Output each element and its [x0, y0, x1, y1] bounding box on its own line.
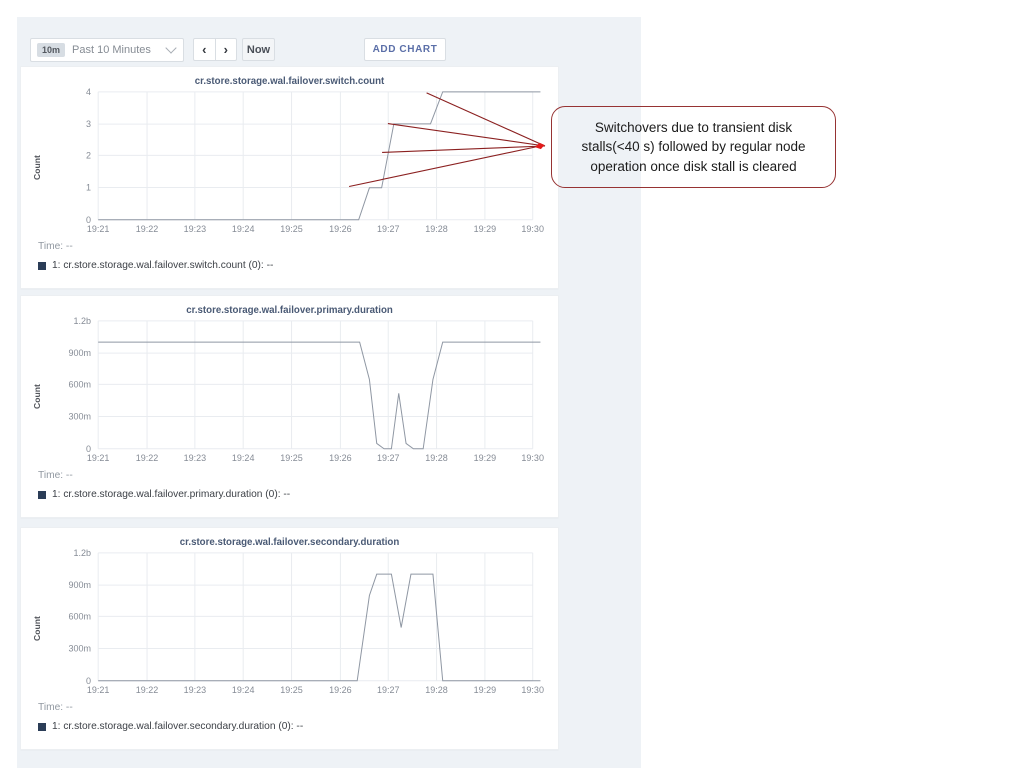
svg-text:1: 1 [86, 183, 91, 193]
svg-text:19:25: 19:25 [280, 224, 303, 234]
svg-text:19:21: 19:21 [87, 685, 110, 695]
svg-text:19:24: 19:24 [232, 453, 255, 463]
svg-text:1.2b: 1.2b [73, 548, 91, 558]
svg-text:19:23: 19:23 [184, 685, 207, 695]
svg-text:19:26: 19:26 [329, 453, 352, 463]
svg-text:600m: 600m [68, 379, 91, 389]
svg-text:900m: 900m [68, 580, 91, 590]
svg-text:19:27: 19:27 [377, 224, 400, 234]
svg-text:19:29: 19:29 [474, 453, 497, 463]
svg-text:4: 4 [86, 87, 91, 97]
svg-text:2: 2 [86, 150, 91, 160]
svg-text:19:29: 19:29 [474, 685, 497, 695]
svg-text:19:21: 19:21 [87, 453, 110, 463]
svg-text:600m: 600m [68, 611, 91, 621]
svg-text:19:22: 19:22 [136, 453, 159, 463]
svg-text:19:30: 19:30 [521, 453, 544, 463]
svg-text:1.2b: 1.2b [73, 316, 91, 326]
svg-text:19:21: 19:21 [87, 224, 110, 234]
svg-text:19:29: 19:29 [474, 224, 497, 234]
svg-text:900m: 900m [68, 348, 91, 358]
svg-text:19:30: 19:30 [521, 224, 544, 234]
svg-text:19:25: 19:25 [280, 453, 303, 463]
svg-text:19:30: 19:30 [521, 685, 544, 695]
svg-text:19:27: 19:27 [377, 685, 400, 695]
svg-text:19:23: 19:23 [184, 453, 207, 463]
svg-text:0: 0 [86, 215, 91, 225]
svg-text:19:22: 19:22 [136, 685, 159, 695]
svg-text:300m: 300m [68, 412, 91, 422]
svg-text:3: 3 [86, 119, 91, 129]
svg-text:19:28: 19:28 [425, 453, 448, 463]
svg-text:19:26: 19:26 [329, 224, 352, 234]
svg-text:19:26: 19:26 [329, 685, 352, 695]
svg-text:19:23: 19:23 [184, 224, 207, 234]
svg-text:19:28: 19:28 [425, 685, 448, 695]
svg-text:19:24: 19:24 [232, 685, 255, 695]
svg-text:19:24: 19:24 [232, 224, 255, 234]
svg-text:300m: 300m [68, 644, 91, 654]
svg-text:19:25: 19:25 [280, 685, 303, 695]
svg-text:19:22: 19:22 [136, 224, 159, 234]
svg-text:19:28: 19:28 [425, 224, 448, 234]
svg-text:0: 0 [86, 444, 91, 454]
svg-text:0: 0 [86, 676, 91, 686]
svg-text:19:27: 19:27 [377, 453, 400, 463]
